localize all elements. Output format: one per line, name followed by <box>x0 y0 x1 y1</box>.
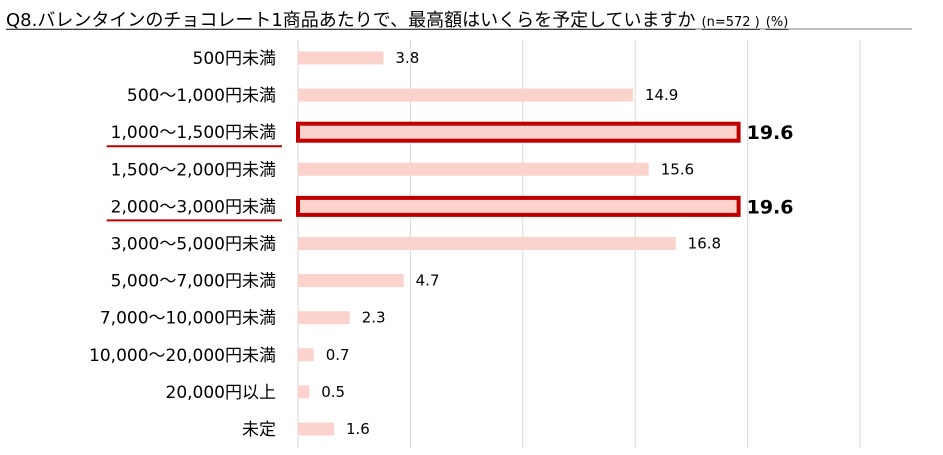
category-label: 500〜1,000円未満 <box>127 86 276 106</box>
value-label: 16.8 <box>688 235 721 253</box>
category-label: 未定 <box>242 420 276 440</box>
category-label: 1,500〜2,000円未満 <box>111 160 276 180</box>
bar <box>298 162 649 176</box>
bar <box>298 385 310 399</box>
category-label: 7,000〜10,000円未満 <box>100 309 276 329</box>
value-label: 0.5 <box>321 383 345 401</box>
value-label: 19.6 <box>747 196 794 218</box>
bar <box>298 88 633 102</box>
value-label: 19.6 <box>747 122 794 144</box>
category-label: 3,000〜5,000円未満 <box>111 235 276 255</box>
value-label: 14.9 <box>645 86 678 104</box>
value-label: 4.7 <box>416 272 440 290</box>
value-label: 3.8 <box>395 49 419 67</box>
unit-label: (%) <box>765 15 789 30</box>
category-label: 2,000〜3,000円未満 <box>111 197 276 217</box>
category-label: 500円未満 <box>193 49 276 69</box>
bar <box>298 348 314 362</box>
bar <box>298 422 334 436</box>
category-label: 5,000〜7,000円未満 <box>111 272 276 292</box>
bar-highlighted <box>296 121 741 143</box>
sample-size: (n=572 ) <box>701 15 760 30</box>
bar <box>298 274 404 288</box>
bar <box>298 237 676 250</box>
bar-highlighted <box>296 195 741 217</box>
category-label: 10,000〜20,000円未満 <box>89 346 276 366</box>
category-label: 20,000円以上 <box>166 383 276 403</box>
value-label: 15.6 <box>661 160 694 178</box>
bar <box>298 311 350 325</box>
bar <box>298 51 384 65</box>
category-label: 1,000〜1,500円未満 <box>111 123 276 143</box>
chart-title-block: Q8.バレンタインのチョコレート1商品あたりで、最高額はいくらを予定していますか… <box>6 6 788 32</box>
chart-title: Q8.バレンタインのチョコレート1商品あたりで、最高額はいくらを予定していますか <box>6 10 696 31</box>
value-label: 1.6 <box>346 420 370 438</box>
value-label: 2.3 <box>362 309 386 327</box>
value-label: 0.7 <box>326 346 350 364</box>
